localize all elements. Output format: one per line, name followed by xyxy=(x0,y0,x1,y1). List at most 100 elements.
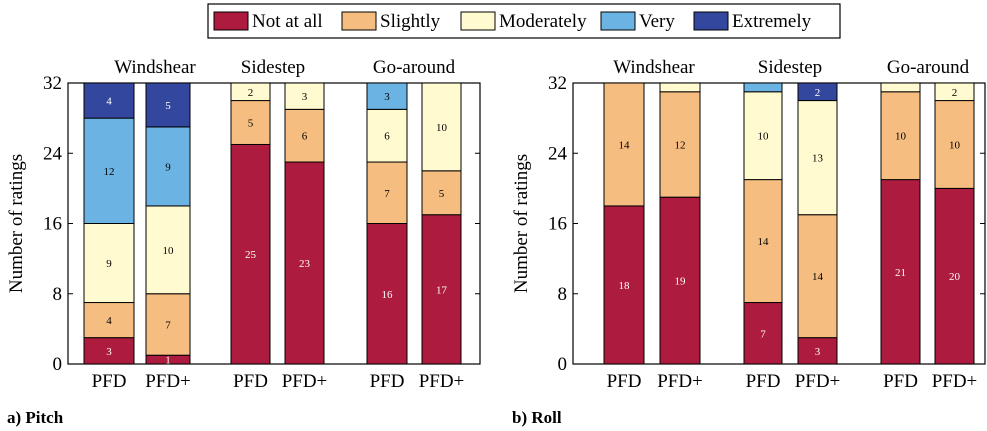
bar-segment xyxy=(880,91,921,181)
y-tick-label: 0 xyxy=(53,354,63,375)
bar-segment xyxy=(743,82,783,93)
x-tick-label: PFD xyxy=(233,371,268,392)
x-tick-label: PFD xyxy=(92,371,127,392)
legend-label: Slightly xyxy=(380,11,441,32)
legend-box xyxy=(207,3,841,39)
data-label: 14 xyxy=(758,236,770,248)
panel-caption: b) Roll xyxy=(512,408,562,427)
bar-segment xyxy=(934,187,975,365)
data-label: 6 xyxy=(384,131,390,143)
bar-segment xyxy=(880,82,921,93)
x-tick-label: PFD xyxy=(883,371,918,392)
bar-segment xyxy=(603,82,645,207)
bar-segment xyxy=(83,82,135,119)
legend-swatch xyxy=(600,11,636,31)
x-tick-label: PFD+ xyxy=(282,371,328,392)
data-label: 3 xyxy=(106,346,112,358)
data-label: 12 xyxy=(675,139,686,151)
x-tick-label: PFD xyxy=(607,371,642,392)
x-tick-label: PFD+ xyxy=(657,371,703,392)
data-label: 7 xyxy=(165,319,171,331)
data-label: 7 xyxy=(384,188,390,200)
bar-segment xyxy=(934,82,975,102)
data-label: 10 xyxy=(436,122,448,134)
y-tick-label: 8 xyxy=(558,284,568,305)
y-tick-label: 32 xyxy=(43,73,62,94)
bar-segment xyxy=(83,117,135,224)
bar-segment xyxy=(797,214,838,339)
data-label: 5 xyxy=(248,118,254,130)
data-label: 23 xyxy=(299,258,311,270)
data-label: 3 xyxy=(302,91,308,103)
bar-segment xyxy=(145,205,191,295)
data-label: 14 xyxy=(812,271,824,283)
bar-segment xyxy=(83,302,135,339)
data-label: 5 xyxy=(439,188,445,200)
x-tick-label: PFD+ xyxy=(145,371,191,392)
data-label: 5 xyxy=(165,100,171,112)
bar-segment xyxy=(743,302,783,365)
data-label: 2 xyxy=(248,87,254,99)
bar-segment xyxy=(366,82,408,110)
legend-label: Not at all xyxy=(252,11,323,32)
data-label: 7 xyxy=(760,328,766,340)
data-label: 6 xyxy=(302,131,308,143)
y-tick-label: 16 xyxy=(43,214,62,235)
data-label: 17 xyxy=(436,284,448,296)
bar-segment xyxy=(83,337,135,365)
bar-segment xyxy=(880,179,921,365)
x-tick-label: PFD xyxy=(370,371,405,392)
bar-segment xyxy=(284,161,325,365)
data-label: 25 xyxy=(245,249,257,261)
data-label: 10 xyxy=(949,139,961,151)
data-label: 10 xyxy=(758,131,770,143)
data-label: 18 xyxy=(619,280,631,292)
bar-segment xyxy=(797,82,838,102)
bar-segment xyxy=(659,91,701,198)
bar-segment xyxy=(230,100,271,145)
x-tick-label: PFD+ xyxy=(419,371,465,392)
group-title: Sidestep xyxy=(241,57,305,78)
data-label: 3 xyxy=(815,346,821,358)
data-label: 21 xyxy=(895,267,906,279)
data-label: 2 xyxy=(815,87,821,99)
y-tick-label: 8 xyxy=(53,284,63,305)
y-tick-label: 24 xyxy=(548,143,568,164)
legend-swatch xyxy=(693,11,729,31)
bar-segment xyxy=(145,126,191,207)
bar-segment xyxy=(659,196,701,365)
bar-segment xyxy=(366,223,408,365)
data-label: 9 xyxy=(165,161,171,173)
data-label: 10 xyxy=(895,131,907,143)
bar-segment xyxy=(797,337,838,365)
data-label: 9 xyxy=(106,258,112,270)
bar-segment xyxy=(366,161,408,224)
x-tick-label: PFD+ xyxy=(932,371,978,392)
bar-segment xyxy=(659,82,701,93)
data-label: 14 xyxy=(619,139,631,151)
data-label: 16 xyxy=(382,289,394,301)
y-tick-label: 24 xyxy=(43,143,63,164)
data-label: 20 xyxy=(949,271,961,283)
bar-segment xyxy=(145,293,191,356)
y-axis-label: Number of ratings xyxy=(511,154,532,293)
bar-segment xyxy=(603,205,645,365)
legend-swatch xyxy=(341,11,377,31)
group-title: Sidestep xyxy=(758,57,822,78)
data-label: 12 xyxy=(104,166,115,178)
data-label: 10 xyxy=(163,245,175,257)
bar-segment xyxy=(421,170,462,216)
y-axis-label: Number of ratings xyxy=(6,154,27,293)
x-tick-label: PFD+ xyxy=(795,371,841,392)
y-tick-label: 16 xyxy=(548,214,567,235)
data-label: 4 xyxy=(106,96,112,108)
group-title: Windshear xyxy=(613,57,695,78)
data-label: 1 xyxy=(165,355,171,367)
group-title: Go-around xyxy=(373,57,456,78)
bar-segment xyxy=(743,179,783,304)
data-label: 13 xyxy=(812,153,824,165)
data-label: 3 xyxy=(384,91,390,103)
data-label: 2 xyxy=(952,87,958,99)
legend-swatch xyxy=(213,11,249,31)
bar-segment xyxy=(284,82,325,110)
